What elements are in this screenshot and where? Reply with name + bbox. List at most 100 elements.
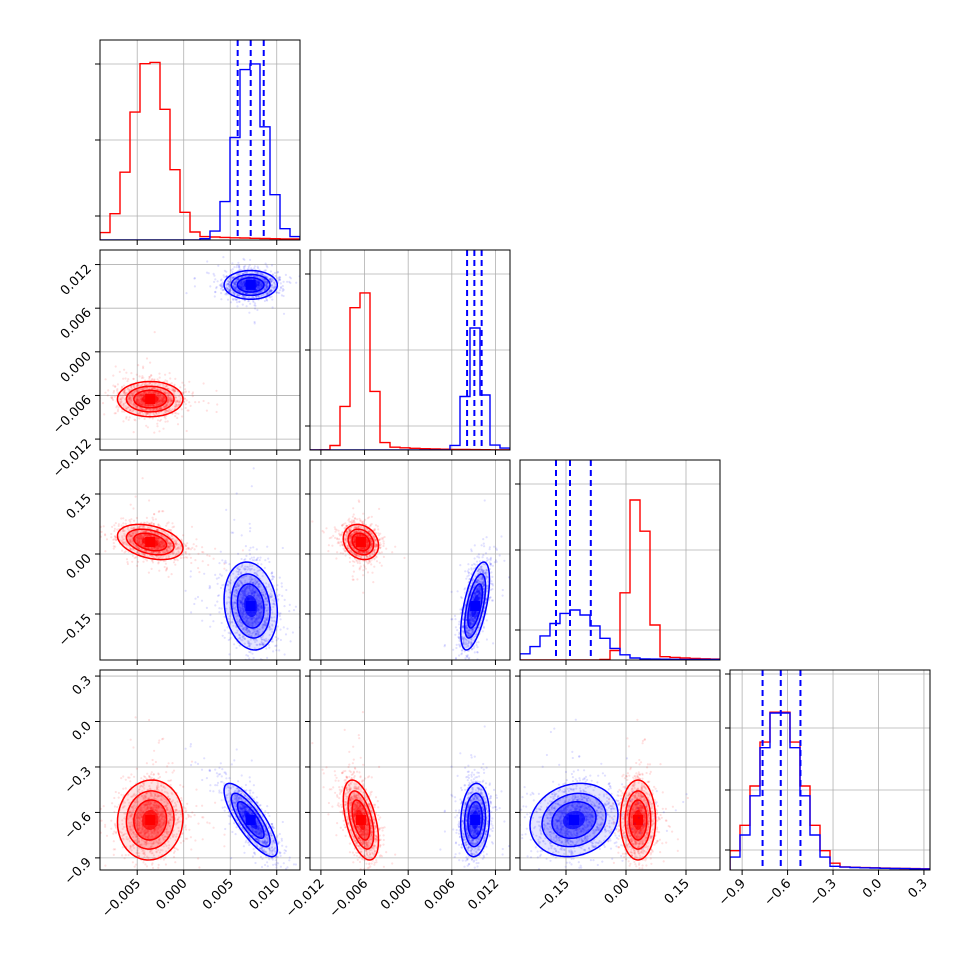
sample-point: [227, 280, 230, 283]
sample-point: [166, 395, 169, 398]
sample-point: [157, 392, 160, 395]
sample-point: [161, 398, 165, 401]
sample-point: [224, 672, 226, 674]
sample-point: [165, 524, 168, 527]
sample-point: [163, 405, 166, 408]
sample-point: [187, 390, 191, 393]
sample-point: [271, 273, 274, 276]
sample-point: [197, 401, 201, 404]
sample-point: [139, 395, 142, 398]
sample-point: [104, 550, 107, 553]
sample-point: [256, 271, 259, 274]
sample-point: [270, 280, 273, 283]
sample-point: [237, 294, 240, 297]
sample-point: [268, 278, 271, 281]
sample-point: [165, 392, 168, 395]
sample-point: [167, 400, 170, 403]
sample-point: [268, 292, 271, 295]
sample-point: [125, 408, 128, 411]
sample-point: [229, 278, 232, 282]
sample-point: [273, 663, 275, 665]
sample-point: [269, 289, 272, 292]
sample-point: [238, 644, 241, 647]
sample-point: [140, 388, 143, 391]
sample-point: [233, 281, 236, 285]
sample-point: [243, 287, 246, 291]
sample-point: [265, 283, 268, 286]
sample-point: [239, 281, 242, 284]
sample-point: [144, 404, 147, 407]
sample-point: [248, 264, 251, 267]
sample-point: [151, 391, 154, 394]
histogram-step: [100, 63, 300, 240]
sample-point: [242, 267, 245, 270]
sample-point: [164, 562, 167, 565]
sample-point: [229, 289, 232, 292]
sample-point: [162, 390, 165, 394]
sample-point: [155, 407, 158, 410]
sample-point: [278, 278, 282, 281]
sample-point: [242, 272, 245, 275]
sample-point: [254, 307, 257, 310]
sample-point: [202, 551, 205, 554]
sample-point: [240, 285, 243, 288]
sample-point: [136, 384, 139, 387]
sample-point: [144, 382, 147, 385]
sample-point: [235, 280, 238, 283]
sample-point: [164, 385, 168, 388]
sample-point: [138, 413, 141, 416]
sample-point: [160, 406, 163, 409]
sample-point: [294, 605, 297, 608]
sample-point: [216, 280, 219, 283]
sample-point: [163, 405, 166, 409]
sample-point: [132, 409, 135, 412]
sample-point: [162, 400, 165, 403]
sample-point: [175, 404, 178, 407]
sample-point: [231, 297, 234, 301]
sample-point: [120, 400, 123, 403]
sample-point: [255, 280, 258, 283]
sample-point: [256, 280, 259, 283]
sample-point: [242, 287, 245, 290]
sample-point: [113, 524, 116, 527]
sample-point: [162, 510, 165, 513]
sample-point: [128, 397, 132, 400]
sample-point: [175, 400, 178, 403]
sample-point: [159, 399, 162, 402]
sample-point: [239, 268, 242, 271]
sample-point: [111, 395, 114, 398]
sample-point: [140, 394, 143, 397]
sample-point: [144, 404, 147, 407]
density-peak: [245, 279, 256, 290]
sample-point: [237, 278, 240, 281]
sample-point: [278, 276, 281, 279]
sample-point: [153, 379, 156, 382]
sample-point: [240, 286, 243, 289]
sample-point: [232, 285, 235, 288]
sample-point: [214, 547, 217, 550]
sample-point: [208, 554, 211, 558]
sample-point: [104, 534, 107, 537]
sample-point: [138, 393, 141, 396]
sample-point: [140, 388, 143, 391]
sample-point: [275, 291, 278, 294]
sample-point: [135, 385, 138, 388]
sample-point: [155, 412, 158, 415]
sample-point: [174, 396, 177, 399]
sample-point: [241, 549, 244, 552]
sample-point: [258, 286, 261, 289]
sample-point: [265, 285, 269, 288]
sample-point: [152, 391, 155, 394]
sample-point: [172, 525, 176, 528]
sample-point: [113, 412, 116, 415]
sample-point: [274, 636, 277, 639]
sample-point: [257, 282, 260, 285]
sample-point: [113, 529, 116, 533]
sample-point: [215, 285, 218, 289]
sample-point: [135, 516, 138, 520]
sample-point: [178, 399, 182, 402]
sample-point: [228, 289, 231, 292]
sample-point: [137, 389, 140, 392]
sample-point: [202, 399, 205, 403]
sample-point: [264, 269, 267, 272]
